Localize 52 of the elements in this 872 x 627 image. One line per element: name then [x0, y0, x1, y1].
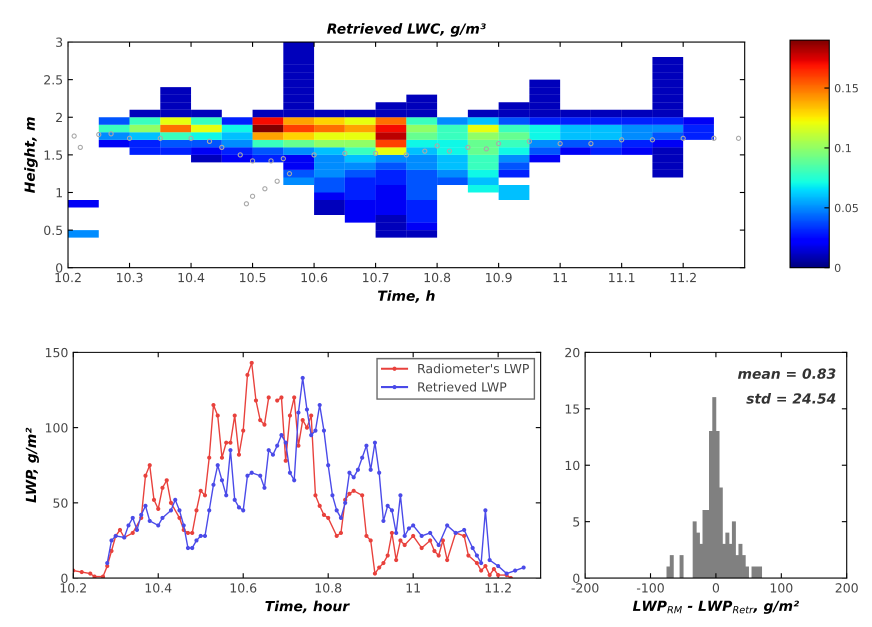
x-tick-label: 11.2: [486, 583, 511, 592]
x-tick-label: 10.4: [178, 272, 204, 282]
y-tick-label: 150: [46, 348, 68, 358]
y-tick-label: 2.5: [44, 75, 62, 85]
color-bar-label: 0.15: [834, 84, 858, 92]
y-axis-title: LWP, g/m²: [26, 428, 39, 503]
x-tick-label: 11.2: [670, 272, 696, 282]
y-tick-label: 15: [566, 404, 580, 414]
legend-label: Radiometer's LWP: [418, 364, 529, 374]
y-axis-title: Height, m: [24, 117, 38, 194]
x-tick-label: 11.1: [609, 272, 634, 282]
x-tick-label: 10.4: [146, 583, 172, 593]
color-bar-label: 0: [834, 264, 840, 272]
x-tick-label: 0: [712, 583, 720, 593]
x-tick-label: 10.2: [55, 272, 81, 282]
x-axis-title: LWP$_{RM}$ - LWP$_{Retr}$, g/m²: [632, 600, 800, 614]
x-axis-title: Time, h: [378, 290, 435, 303]
x-tick-label: 10.8: [424, 272, 450, 282]
x-tick-label: -100: [636, 583, 664, 593]
y-tick-label: 5: [573, 517, 580, 527]
annotation: mean = 0.83: [738, 368, 836, 379]
x-tick-label: 200: [836, 583, 858, 593]
y-tick-label: 0.5: [44, 226, 62, 236]
y-tick-label: 1.5: [44, 150, 62, 160]
x-axis-title: Time, hour: [265, 600, 350, 614]
y-tick-label: 50: [53, 498, 68, 508]
x-tick-label: 10.5: [240, 272, 266, 282]
y-tick-label: 3: [56, 37, 62, 47]
x-tick-label: 10.6: [302, 272, 328, 282]
y-tick-label: 0: [61, 574, 68, 584]
x-tick-label: 11: [554, 272, 567, 282]
y-tick-label: 100: [46, 423, 68, 433]
x-tick-label: 11: [406, 583, 420, 592]
x-tick-label: 10.2: [60, 583, 86, 593]
x-tick-label: 10.7: [363, 272, 388, 282]
x-tick-label: 10.6: [230, 583, 256, 593]
color-bar-label: 0.1: [834, 144, 851, 152]
x-tick-label: 10.9: [486, 272, 512, 282]
y-tick-label: 20: [565, 348, 580, 358]
y-tick-label: 10: [566, 460, 580, 470]
y-tick-label: 2: [56, 112, 62, 122]
y-tick-label: 0: [56, 263, 62, 273]
x-tick-label: 100: [770, 583, 792, 593]
x-tick-label: 10.3: [116, 272, 142, 282]
annotation: std = 24.54: [746, 393, 836, 404]
color-bar-label: 0.05: [834, 204, 858, 212]
chart-title: Retrieved LWC, g/m³: [327, 23, 486, 37]
y-tick-label: 1: [56, 188, 62, 198]
x-tick-label: 10.8: [316, 583, 342, 593]
x-tick-label: -200: [572, 583, 598, 593]
y-tick-label: 0: [573, 574, 580, 584]
legend-label: Retrieved LWP: [418, 382, 506, 392]
